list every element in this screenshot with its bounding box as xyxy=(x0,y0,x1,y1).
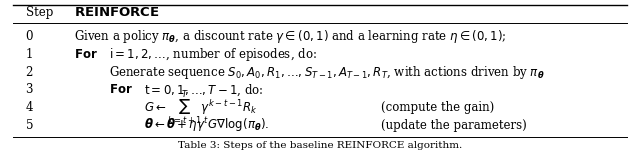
Text: 3: 3 xyxy=(26,83,33,96)
Text: Step: Step xyxy=(26,6,53,19)
Text: (update the parameters): (update the parameters) xyxy=(381,119,527,132)
Text: 5: 5 xyxy=(26,119,33,132)
Text: 2: 2 xyxy=(26,66,33,79)
Text: 4: 4 xyxy=(26,101,33,114)
Text: Table 3: Steps of the baseline REINFORCE algorithm.: Table 3: Steps of the baseline REINFORCE… xyxy=(178,141,462,150)
Text: $\mathrm{i} = 1, 2, \ldots$, number of episodes, do:: $\mathrm{i} = 1, 2, \ldots$, number of e… xyxy=(109,46,317,63)
Text: Given a policy $\pi_{\boldsymbol{\theta}}$, a discount rate $\gamma \in (0,1)$ a: Given a policy $\pi_{\boldsymbol{\theta}… xyxy=(74,29,506,45)
Text: $\mathrm{t} = 0, 1, \ldots, T-1$, do:: $\mathrm{t} = 0, 1, \ldots, T-1$, do: xyxy=(144,82,264,98)
Text: $\mathbf{For}$: $\mathbf{For}$ xyxy=(109,83,132,96)
Text: Generate sequence $S_0, A_0, R_1, \ldots, S_{T-1}, A_{T-1}, R_T$, with actions d: Generate sequence $S_0, A_0, R_1, \ldots… xyxy=(109,64,544,81)
Text: (compute the gain): (compute the gain) xyxy=(381,101,494,114)
Text: $\mathbf{REINFORCE}$: $\mathbf{REINFORCE}$ xyxy=(74,6,159,19)
Text: 1: 1 xyxy=(26,48,33,61)
Text: 0: 0 xyxy=(26,31,33,43)
Text: $\boldsymbol{\theta} \leftarrow \boldsymbol{\theta} + \eta\gamma^t G\nabla \log(: $\boldsymbol{\theta} \leftarrow \boldsym… xyxy=(144,116,269,134)
Text: $G \leftarrow \sum_{k=t+1}^{T} \gamma^{k-t-1} R_k$: $G \leftarrow \sum_{k=t+1}^{T} \gamma^{k… xyxy=(144,88,257,127)
Text: $\mathbf{For}$: $\mathbf{For}$ xyxy=(74,48,97,61)
